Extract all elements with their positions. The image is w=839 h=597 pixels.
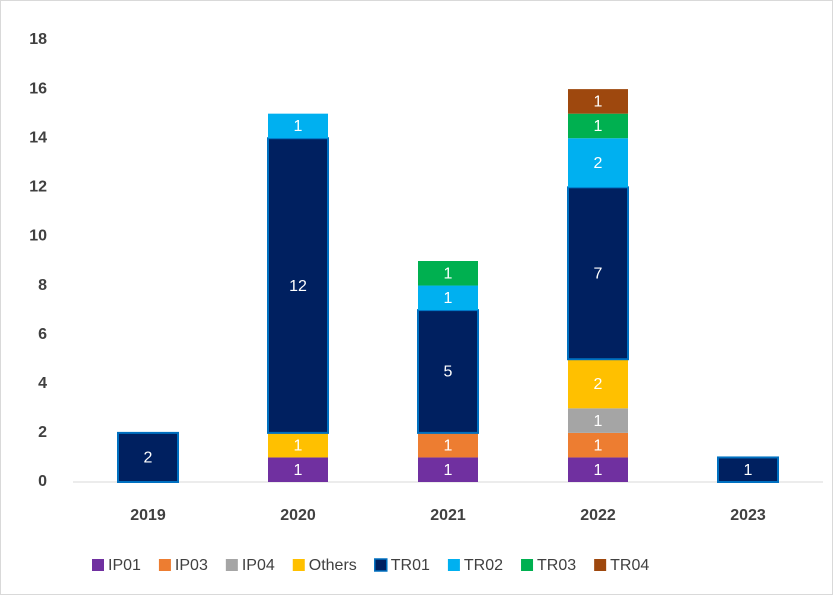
bar-segment — [418, 285, 478, 311]
legend-swatch — [158, 559, 171, 571]
legend-label: TR03 — [537, 557, 576, 574]
x-tick-label: 2022 — [580, 507, 616, 524]
bar-segment — [268, 457, 328, 482]
bar-segment — [417, 309, 479, 434]
value-label: 1 — [444, 290, 453, 307]
value-label: 2 — [594, 155, 603, 172]
bar-segment — [267, 137, 329, 434]
bar-segment — [568, 138, 628, 188]
value-label: 1 — [294, 462, 303, 479]
value-label: 12 — [289, 278, 307, 295]
value-label: 7 — [594, 265, 603, 282]
bar-segment — [117, 431, 179, 483]
y-tick-label: 10 — [29, 228, 47, 245]
value-label: 5 — [444, 364, 453, 381]
value-label: 2 — [144, 450, 153, 467]
legend-swatch — [292, 559, 305, 571]
legend-swatch — [447, 559, 460, 571]
legend-label: IP04 — [242, 557, 275, 574]
value-label: 1 — [744, 462, 753, 479]
bar-segment — [568, 89, 628, 114]
legend-swatch — [374, 558, 388, 572]
bar-segment — [568, 359, 628, 409]
bar-segment — [717, 456, 779, 484]
value-label: 1 — [294, 118, 303, 135]
y-tick-label: 0 — [38, 473, 47, 490]
y-tick-label: 18 — [29, 31, 47, 48]
legend-label: TR01 — [391, 557, 430, 574]
bar-segment — [568, 457, 628, 482]
x-tick-label: 2023 — [730, 507, 766, 524]
bar-segment — [567, 186, 629, 361]
bar-segment — [268, 113, 328, 139]
bar-segment — [418, 432, 478, 458]
value-label: 1 — [294, 437, 303, 454]
legend-label: TR04 — [610, 557, 649, 574]
value-label: 1 — [594, 94, 603, 111]
bar-segment — [268, 432, 328, 458]
y-tick-label: 4 — [38, 375, 47, 392]
y-tick-label: 12 — [29, 179, 47, 196]
y-tick-label: 2 — [38, 424, 47, 441]
y-tick-label: 8 — [38, 277, 47, 294]
legend-label: Others — [309, 557, 357, 574]
y-tick-label: 6 — [38, 326, 47, 343]
value-label: 1 — [594, 118, 603, 135]
value-label: 1 — [444, 462, 453, 479]
legend-swatch — [92, 559, 104, 571]
x-tick-label: 2021 — [430, 507, 466, 524]
value-label: 1 — [594, 462, 603, 479]
value-label: 1 — [444, 265, 453, 282]
y-tick-label: 14 — [29, 129, 47, 146]
legend-label: TR02 — [464, 557, 503, 574]
legend-label: IP03 — [175, 557, 208, 574]
value-label: 1 — [594, 437, 603, 454]
bar-segment — [418, 457, 478, 482]
x-tick-label: 2019 — [130, 507, 166, 524]
x-tick-label: 2020 — [280, 507, 316, 524]
bar-segment — [568, 408, 628, 433]
legend-swatch — [521, 559, 534, 571]
bar-segment — [568, 113, 628, 139]
y-tick-label: 16 — [29, 80, 47, 97]
bar-segment — [568, 432, 628, 458]
value-label: 2 — [594, 376, 603, 393]
legend-swatch — [594, 559, 607, 571]
bar-segment — [418, 261, 478, 286]
value-label: 1 — [594, 413, 603, 430]
legend-label: IP01 — [108, 557, 141, 574]
value-label: 1 — [444, 437, 453, 454]
legend-swatch — [225, 559, 238, 571]
